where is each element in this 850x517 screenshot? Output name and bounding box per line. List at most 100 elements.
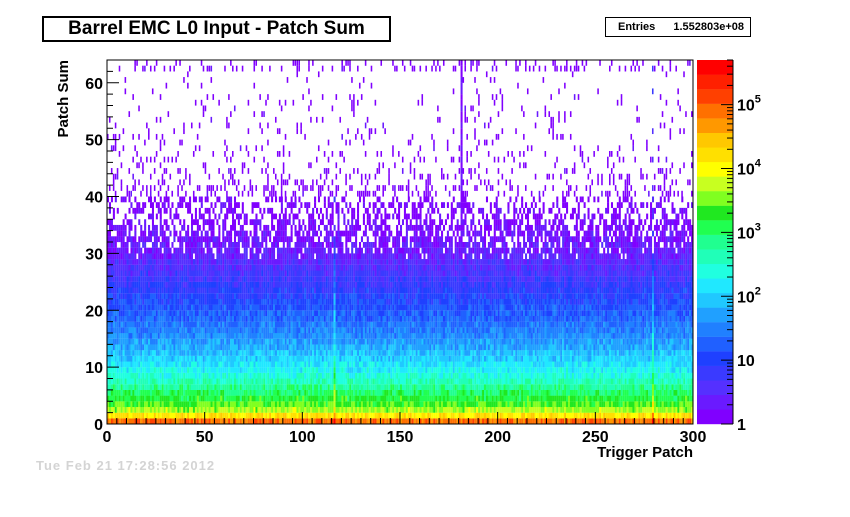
heatmap-cell <box>194 350 197 356</box>
heatmap-cell <box>239 361 242 368</box>
heatmap-cell <box>192 327 195 334</box>
heatmap-cell <box>202 315 205 322</box>
heatmap-cell <box>288 412 291 419</box>
heatmap-cell <box>173 321 176 328</box>
heatmap-cell <box>233 105 236 112</box>
heatmap-cell <box>114 327 117 334</box>
heatmap-cell <box>357 276 360 282</box>
heatmap-cell <box>112 179 115 186</box>
heatmap-cell <box>114 418 117 425</box>
heatmap-cell <box>310 304 313 311</box>
heatmap-cell <box>151 259 154 265</box>
heatmap-cell <box>110 276 113 282</box>
heatmap-cell <box>284 287 287 294</box>
heatmap-cell <box>206 344 209 351</box>
heatmap-cell <box>282 367 285 373</box>
heatmap-cell <box>269 395 272 402</box>
heatmap-cell <box>308 298 311 305</box>
heatmap-cell <box>114 145 117 152</box>
heatmap-cell <box>296 384 299 390</box>
heatmap-cell <box>120 304 123 311</box>
heatmap-cell <box>349 315 352 322</box>
heatmap-cell <box>255 202 258 208</box>
heatmap-cell <box>294 60 297 66</box>
heatmap-cell <box>190 315 194 322</box>
heatmap-cell <box>319 389 322 396</box>
heatmap-cell <box>237 219 240 226</box>
heatmap-cell <box>153 406 156 413</box>
heatmap-cell <box>267 333 270 339</box>
heatmap-cell <box>204 333 207 339</box>
heatmap-cell <box>308 333 311 339</box>
heatmap-cell <box>204 276 207 282</box>
heatmap-cell <box>122 281 125 288</box>
heatmap-cell <box>271 310 274 317</box>
heatmap-cell <box>355 133 357 140</box>
heatmap-cell <box>206 361 209 368</box>
heatmap-cell <box>325 287 328 294</box>
heatmap-cell <box>312 361 315 368</box>
heatmap-cell <box>196 219 199 226</box>
heatmap-cell <box>196 395 199 402</box>
heatmap-cell <box>327 378 330 385</box>
heatmap-cell <box>294 344 297 351</box>
heatmap-cell <box>149 202 153 208</box>
heatmap-cell <box>206 389 209 396</box>
heatmap-cell <box>142 406 145 413</box>
heatmap-cell <box>159 412 162 419</box>
heatmap-cell <box>251 310 254 317</box>
heatmap-cell <box>112 276 115 282</box>
heatmap-cell <box>316 304 319 311</box>
heatmap-cell <box>214 333 217 339</box>
heatmap-cell <box>138 264 141 271</box>
heatmap-cell <box>319 304 322 311</box>
heatmap-cell <box>132 281 135 288</box>
heatmap-cell <box>251 287 254 294</box>
heatmap-cell <box>351 304 354 311</box>
heatmap-cell <box>335 315 338 322</box>
heatmap-cell <box>138 418 141 425</box>
heatmap-cell <box>181 298 184 305</box>
heatmap-cell <box>269 293 272 299</box>
heatmap-cell <box>312 378 315 385</box>
heatmap-cell <box>245 355 248 362</box>
heatmap-cell <box>181 139 183 146</box>
heatmap-cell <box>146 156 148 163</box>
heatmap-cell <box>148 395 151 402</box>
heatmap-cell <box>323 224 326 231</box>
heatmap-cell <box>243 418 246 425</box>
heatmap-cell <box>323 168 326 174</box>
heatmap-cell <box>292 287 295 294</box>
heatmap-cell <box>237 230 240 237</box>
heatmap-cell <box>319 207 322 214</box>
heatmap-cell <box>151 88 154 95</box>
heatmap-cell <box>263 156 265 163</box>
heatmap-cell <box>173 327 176 334</box>
heatmap-cell <box>214 401 217 408</box>
heatmap-cell <box>214 270 217 277</box>
heatmap-cell <box>142 293 145 299</box>
heatmap-cell <box>296 395 299 402</box>
heatmap-cell <box>302 264 305 271</box>
heatmap-cell <box>263 236 266 243</box>
heatmap-cell <box>198 122 201 129</box>
heatmap-cell <box>308 213 311 220</box>
heatmap-cell <box>144 418 147 425</box>
heatmap-cell <box>153 333 156 339</box>
heatmap-cell <box>353 378 356 385</box>
heatmap-cell <box>259 355 262 362</box>
heatmap-cell <box>108 236 111 243</box>
heatmap-cell <box>339 412 342 419</box>
heatmap-cell <box>355 361 358 368</box>
heatmap-cell <box>175 304 178 311</box>
heatmap-cell <box>218 418 221 425</box>
heatmap-cell <box>216 418 219 425</box>
heatmap-cell <box>341 315 344 322</box>
heatmap-cell <box>335 162 338 169</box>
heatmap-cell <box>284 293 287 299</box>
heatmap-cell <box>110 412 113 419</box>
heatmap-cell <box>120 367 123 373</box>
heatmap-cell <box>204 270 207 277</box>
heatmap-cell <box>274 378 278 385</box>
heatmap-cell <box>333 264 336 271</box>
